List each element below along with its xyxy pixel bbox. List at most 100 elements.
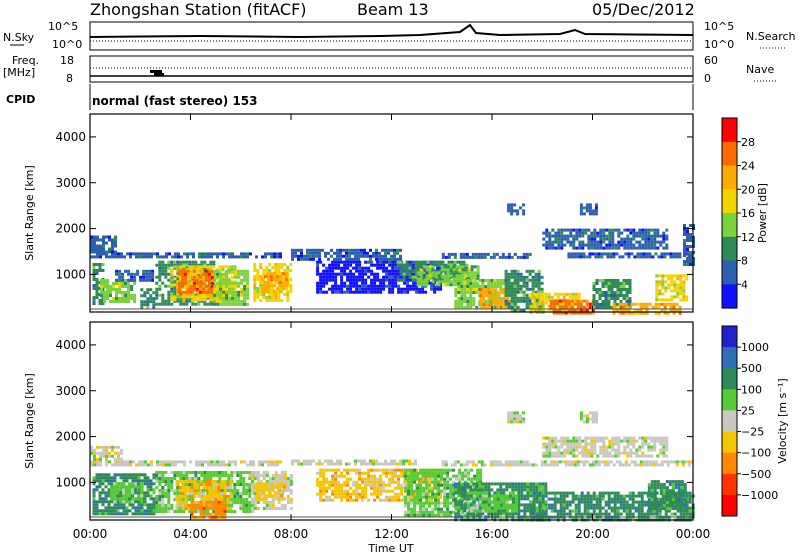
velocity-region-1	[90, 446, 123, 461]
noise-search-label: N.Search	[746, 30, 796, 43]
velocity-region-19	[648, 480, 687, 510]
power-colorbar-label-3: 16	[741, 207, 755, 220]
velocity-region-9	[291, 460, 417, 466]
power-region-12	[291, 249, 402, 261]
power-colorbar-swatch-0	[722, 118, 737, 142]
noise-search-tick-bottom: 10^0	[704, 38, 734, 51]
velocity-ylabel: Slant Range [km]	[23, 373, 36, 469]
power-region-25	[655, 274, 688, 301]
cpid-value: normal (fast stereo) 153	[92, 94, 258, 108]
velocity-ytick-label-1: 2000	[55, 430, 86, 444]
power-heatmap	[90, 203, 695, 314]
velocity-colorbar-swatch-7	[722, 474, 737, 496]
velocity-region-0	[90, 460, 282, 466]
power-colorbar-swatch-1	[722, 142, 737, 166]
power-region-3	[100, 279, 136, 303]
velocity-colorbar-label-4: −25	[741, 426, 764, 439]
velocity-colorbar-label-2: 100	[741, 383, 762, 396]
velocity-ytick-label-0: 1000	[55, 475, 86, 489]
noise-search-tick-top: 10^5	[704, 20, 734, 33]
power-region-27	[580, 203, 598, 215]
velocity-colorbar-label-7: −1000	[741, 489, 778, 502]
power-ytick-label-0: 1000	[55, 267, 86, 281]
time-tick-label-5: 20:00	[575, 527, 610, 541]
power-colorbar-label-4: 12	[741, 231, 755, 244]
velocity-colorbar-swatch-5	[722, 432, 737, 454]
freq-tick-top: 18	[60, 54, 74, 67]
power-colorbar-swatch-5	[722, 237, 737, 261]
power-colorbar-label: Power [dB]	[756, 183, 769, 243]
velocity-colorbar-swatch-6	[722, 453, 737, 475]
noise-strip: N.Sky 10^5 10^0 N.Search 10^5 10^0	[3, 20, 796, 51]
power-colorbar-label-5: 8	[741, 255, 748, 268]
velocity-colorbar-swatch-8	[722, 495, 737, 517]
time-tick-label-4: 16:00	[475, 527, 510, 541]
velocity-colorbar-label-6: −500	[741, 468, 771, 481]
power-ylabel: Slant Range [km]	[23, 165, 36, 261]
power-colorbar-swatch-2	[722, 166, 737, 190]
power-region-1	[90, 236, 117, 254]
power-region-16	[442, 253, 532, 259]
velocity-region-16	[507, 411, 525, 423]
beam-label: Beam 13	[357, 0, 429, 19]
power-region-28	[542, 229, 668, 250]
station-title: Zhongshan Station (fitACF)	[90, 0, 307, 19]
power-colorbar-label-1: 24	[741, 160, 755, 173]
time-tick-label-1: 04:00	[173, 527, 208, 541]
velocity-ytick-label-3: 4000	[55, 338, 86, 352]
velocity-colorbar-swatch-1	[722, 347, 737, 369]
freq-tick-bottom: 8	[66, 72, 73, 85]
freq-outlier-a	[150, 70, 162, 73]
power-colorbar-swatch-4	[722, 213, 737, 237]
velocity-colorbar-label: Velocity [m s⁻¹]	[776, 378, 789, 463]
power-colorbar-label-0: 28	[741, 136, 755, 149]
freq-outlier-cluster	[150, 70, 164, 76]
nave-tick-bottom: 0	[704, 72, 711, 85]
power-colorbar-label-6: 4	[741, 278, 748, 291]
velocity-colorbar-label-1: 500	[741, 362, 762, 375]
velocity-region-6	[191, 501, 227, 519]
cpid-label: CPID	[6, 93, 35, 106]
power-region-9	[213, 270, 249, 306]
time-tick-label-2: 08:00	[274, 527, 309, 541]
freq-strip: Freq. [MHz] 18 8 60 0 Nave CPID normal (…	[3, 54, 778, 110]
velocity-colorbar-label-0: 1000	[741, 341, 769, 354]
power-region-0	[90, 252, 282, 258]
power-colorbar-label-2: 20	[741, 183, 755, 196]
power-colorbar-swatch-7	[722, 284, 737, 308]
time-tick-label-0: 00:00	[73, 527, 108, 541]
power-region-26	[507, 203, 525, 215]
noise-sky-label: N.Sky	[3, 31, 35, 44]
noise-sky-tick-bottom: 10^0	[52, 38, 82, 51]
velocity-colorbar-label-3: 25	[741, 404, 755, 417]
nave-label: Nave	[746, 63, 774, 76]
power-region-4	[115, 270, 154, 282]
power-panel: 1000 2000 3000 4000 Slant Range [km] 28 24 20…	[23, 114, 769, 315]
power-ytick-label-1: 2000	[55, 222, 86, 236]
noise-sky-trace	[90, 25, 693, 37]
time-axis-label: Time UT	[367, 542, 413, 554]
time-tick-label-3: 12:00	[374, 527, 409, 541]
power-region-5	[140, 288, 155, 309]
freq-strip-frame	[90, 56, 693, 82]
velocity-colorbar-label-5: −100	[741, 447, 771, 460]
power-colorbar-swatch-6	[722, 261, 737, 285]
date-label: 05/Dec/2012	[592, 0, 695, 19]
velocity-colorbar: 1000 500 100 25 −25 −100 −500 −1000	[722, 326, 778, 517]
velocity-region-18	[542, 437, 668, 458]
freq-outlier-b	[154, 73, 164, 76]
power-ytick-label-3: 4000	[55, 130, 86, 144]
velocity-heatmap	[90, 411, 695, 521]
velocity-region-17	[580, 411, 598, 423]
freq-unit: [MHz]	[3, 66, 35, 79]
power-region-22	[567, 252, 693, 258]
noise-sky-tick-top: 10^5	[48, 20, 78, 33]
velocity-colorbar-swatch-3	[722, 389, 737, 411]
power-ytick-label-2: 3000	[55, 176, 86, 190]
velocity-region-15	[442, 460, 694, 466]
power-colorbar: 28 24 20 16 12 8 4	[722, 118, 755, 309]
power-colorbar-swatch-3	[722, 189, 737, 213]
